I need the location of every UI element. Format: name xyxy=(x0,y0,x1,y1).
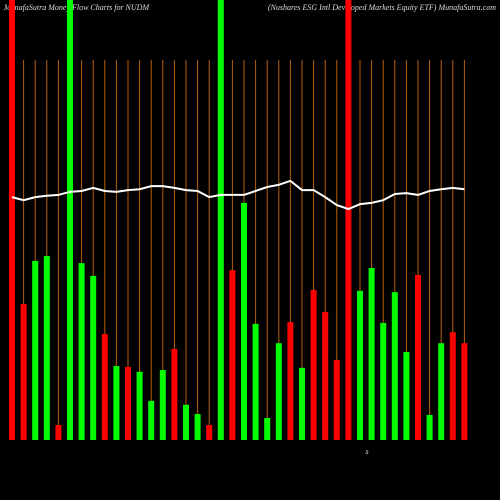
bar xyxy=(206,425,213,440)
bar xyxy=(426,414,433,440)
bar xyxy=(241,202,247,440)
bar xyxy=(391,292,398,440)
bar xyxy=(403,352,410,440)
bar xyxy=(113,366,120,440)
bar xyxy=(101,333,108,440)
bar xyxy=(275,343,282,440)
annotation: s xyxy=(365,447,368,456)
bar xyxy=(125,366,131,440)
bar xyxy=(67,0,73,440)
bar xyxy=(159,370,166,440)
bar xyxy=(322,311,329,440)
bar xyxy=(43,256,50,440)
bar xyxy=(148,400,155,440)
bar xyxy=(299,367,305,440)
bar xyxy=(333,359,340,440)
bar xyxy=(357,290,363,440)
bar xyxy=(449,332,456,440)
bar xyxy=(461,343,468,440)
bar xyxy=(310,289,317,440)
bar xyxy=(229,270,236,440)
bar xyxy=(217,0,224,440)
bar xyxy=(32,260,39,440)
chart-title: MunafaSutra Money Flow Charts for NUDM xyxy=(3,3,150,12)
bar xyxy=(415,275,421,440)
price-line xyxy=(11,179,465,211)
bar xyxy=(287,322,294,440)
bar xyxy=(438,343,445,440)
bar xyxy=(264,418,271,440)
bar xyxy=(136,371,143,440)
bar xyxy=(78,263,85,440)
bar xyxy=(90,275,97,440)
bar xyxy=(252,323,259,440)
bar xyxy=(194,414,201,440)
bar xyxy=(368,267,375,440)
chart-subtitle: (Nushares ESG Intl Developed Markets Equ… xyxy=(268,3,496,12)
bar xyxy=(20,304,27,440)
bar xyxy=(345,0,352,440)
bar xyxy=(55,425,62,440)
bar xyxy=(183,404,189,440)
bar xyxy=(9,0,15,440)
bar xyxy=(380,322,387,440)
bar xyxy=(171,348,178,440)
